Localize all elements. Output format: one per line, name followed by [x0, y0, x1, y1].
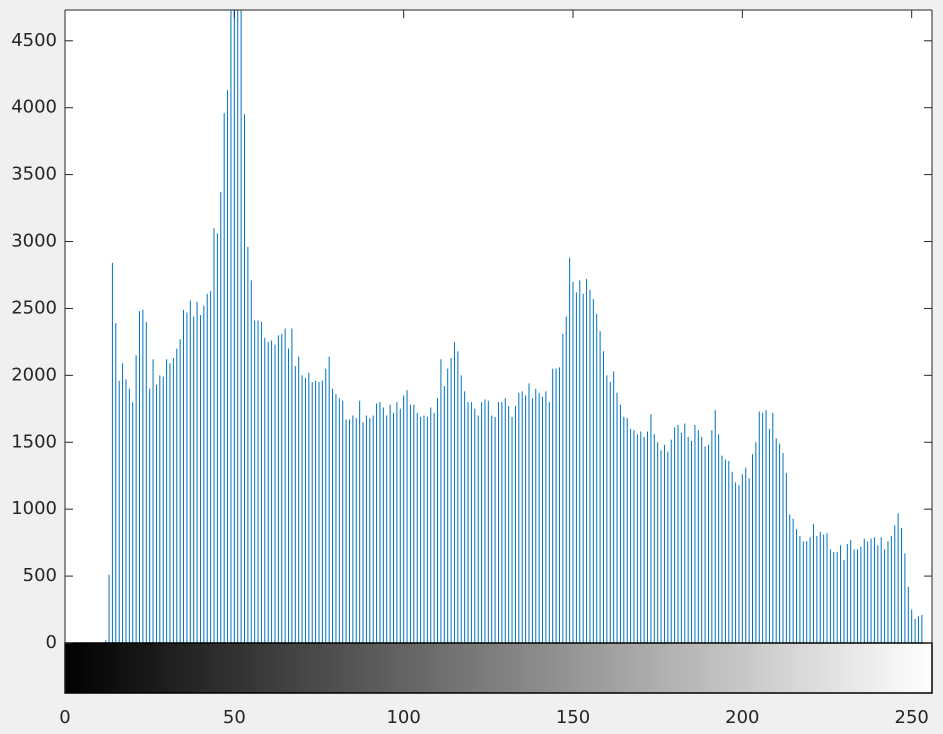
y-tick-label: 3000 [11, 231, 57, 252]
y-tick-label: 0 [46, 632, 57, 653]
x-tick-label: 50 [223, 707, 246, 728]
x-tick-label: 100 [386, 707, 420, 728]
y-tick-label: 3500 [11, 164, 57, 185]
y-tick-label: 500 [23, 565, 57, 586]
y-tick-label: 1000 [11, 498, 57, 519]
y-tick-label: 4500 [11, 30, 57, 51]
y-tick-label: 1500 [11, 431, 57, 452]
colorbar [64, 642, 933, 694]
y-tick-label: 2000 [11, 364, 57, 385]
x-tick-label: 150 [556, 707, 590, 728]
y-tick-label: 2500 [11, 297, 57, 318]
x-tick-label: 250 [895, 707, 929, 728]
y-tick-label: 4000 [11, 97, 57, 118]
stems [105, 10, 923, 643]
x-tick-label: 200 [725, 707, 759, 728]
x-tick-label: 0 [59, 707, 70, 728]
